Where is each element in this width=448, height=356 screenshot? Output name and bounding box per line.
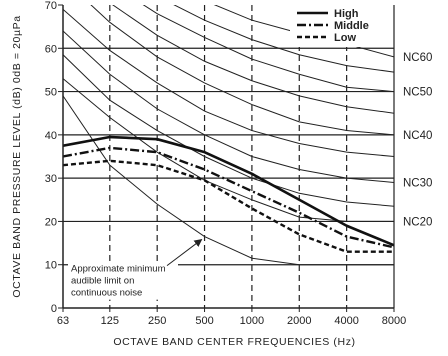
nc-curve (63, 54, 394, 207)
x-tick-label: 4000 (334, 315, 358, 327)
series-line-low (63, 159, 394, 253)
axes (58, 4, 395, 312)
series-line-middle (63, 146, 394, 249)
nc-curve (112, 5, 394, 114)
nc-curve (90, 5, 394, 136)
nc-curve (173, 5, 394, 73)
legend-label-middle: Middle (334, 20, 369, 32)
y-tick-label: 30 (45, 173, 57, 185)
nc-curve (63, 8, 394, 157)
x-tick-label: 250 (148, 315, 166, 327)
y-tick-label: 50 (45, 87, 57, 99)
annotation-arrow (166, 238, 203, 267)
nc-curve (63, 30, 394, 183)
x-axis-label: OCTAVE BAND CENTER FREQUENCIES (Hz) (113, 336, 355, 348)
annotation-box (68, 261, 178, 300)
series-lines (63, 135, 394, 253)
nc-curve (63, 78, 394, 222)
y-tick-label: 60 (45, 43, 57, 55)
annotation-line: audible limit on (71, 276, 134, 287)
y-tick-label: 10 (45, 260, 57, 272)
x-tick-label: 1000 (240, 315, 264, 327)
nc-curve-label: NC60 (403, 52, 432, 64)
nc-curve (142, 5, 394, 93)
y-tick-label: 40 (45, 130, 57, 142)
x-tick-label: 8000 (382, 315, 406, 327)
x-tick-label: 125 (101, 315, 119, 327)
series-line-high (63, 135, 394, 247)
annotation-line: continuous noise (71, 288, 142, 299)
y-axis-label: OCTAVE BAND PRESSURE LEVEL (dB) 0dB = 20… (11, 15, 23, 297)
y-tick-label: 20 (45, 216, 57, 228)
audible-limit-curve (63, 95, 394, 266)
annotation-line: Approximate minimum (71, 264, 166, 275)
x-tick-label: 500 (195, 315, 213, 327)
audible-limit-annotation: Approximate minimum audible limit on conti… (71, 264, 166, 299)
nc-curve-label: NC30 (403, 177, 432, 189)
labels: NC60 NC50 NC40 NC30 NC20 0 10 20 30 40 50 60 70 63 125… (11, 0, 432, 348)
nc-curve-label: NC40 (403, 130, 432, 142)
legend-label-low: Low (334, 32, 356, 44)
x-tick-label: 63 (57, 315, 69, 327)
nc-curve-label: NC50 (403, 87, 432, 99)
legend-label-high: High (334, 8, 359, 20)
nc-curve-label: NC20 (403, 216, 432, 228)
audible-limit: Approximate minimum audible limit on conti… (63, 95, 394, 300)
y-tick-label: 0 (51, 303, 57, 315)
y-tick-label: 70 (45, 0, 57, 12)
x-tick-label: 2000 (287, 315, 311, 327)
